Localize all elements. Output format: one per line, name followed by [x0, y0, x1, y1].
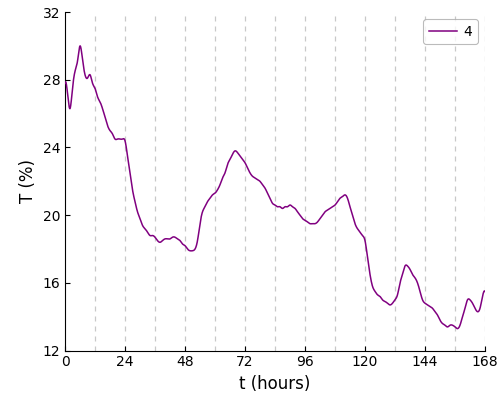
4: [482, 289, 488, 294]
4: [110, 133, 116, 137]
4: [242, 159, 248, 164]
4: [454, 326, 460, 331]
4: [428, 305, 434, 310]
4: [62, 81, 68, 85]
X-axis label: t (hours): t (hours): [240, 375, 310, 393]
Legend: 4: 4: [424, 19, 478, 44]
4: [135, 211, 141, 216]
4: [77, 44, 83, 48]
4: [223, 166, 229, 171]
Y-axis label: T (%): T (%): [19, 159, 37, 204]
4: [474, 309, 480, 314]
Line: 4: 4: [65, 46, 485, 328]
